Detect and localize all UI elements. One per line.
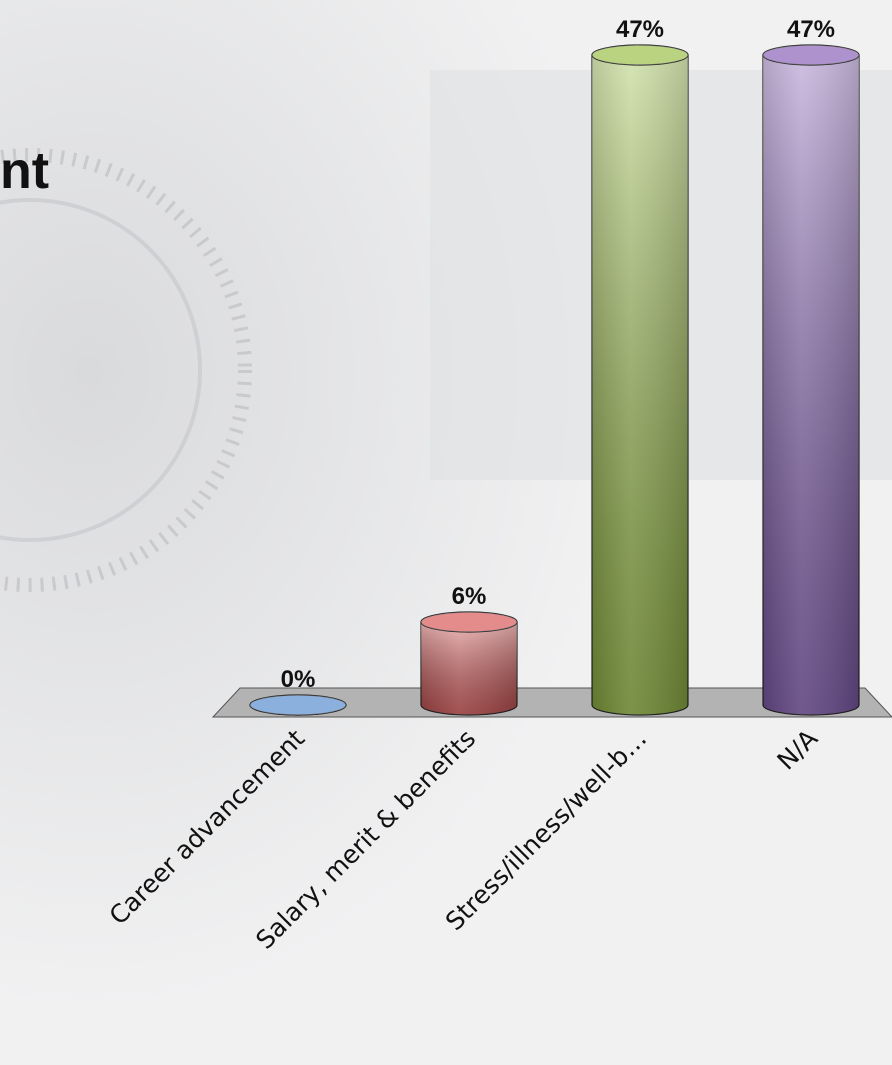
bar-cap xyxy=(249,694,347,716)
bar-cap-shine xyxy=(592,45,688,65)
bar-shade xyxy=(421,622,517,715)
bar-shade xyxy=(592,55,688,715)
bar-cap-shine xyxy=(421,612,517,633)
chart-floor xyxy=(211,687,892,718)
bar xyxy=(762,44,860,716)
value-label: 47% xyxy=(616,16,664,43)
value-label: 6% xyxy=(452,583,487,610)
seal-decoration xyxy=(0,148,252,592)
bar-cap xyxy=(420,611,518,633)
bar-cap-shine xyxy=(763,45,859,65)
bar-cap xyxy=(591,44,689,66)
bar-shade xyxy=(763,55,859,715)
value-label: 0% xyxy=(281,666,316,693)
bar xyxy=(591,44,689,716)
bar-cap xyxy=(762,44,860,66)
slide-title: nt xyxy=(0,142,49,200)
bar xyxy=(249,694,347,716)
seal-decoration xyxy=(0,198,202,542)
bar-cap-shine xyxy=(250,695,346,715)
bar xyxy=(420,611,518,716)
value-label: 47% xyxy=(787,16,835,43)
